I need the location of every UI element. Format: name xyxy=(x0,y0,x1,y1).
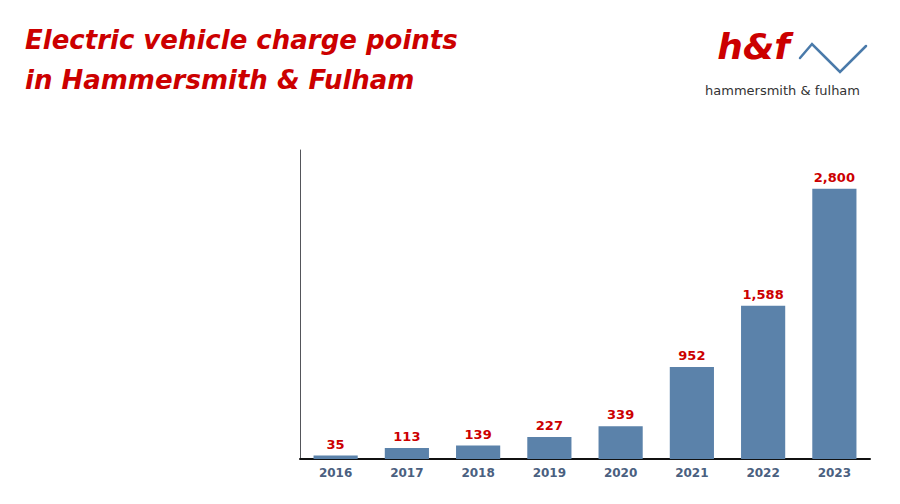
svg-text:35: 35 xyxy=(327,437,345,452)
svg-text:2016: 2016 xyxy=(319,466,352,480)
svg-text:in Hammersmith & Fulham: in Hammersmith & Fulham xyxy=(25,65,414,95)
svg-text:1,588: 1,588 xyxy=(743,287,784,302)
svg-text:227: 227 xyxy=(536,418,563,433)
svg-text:2,800: 2,800 xyxy=(814,170,855,185)
svg-text:h&f: h&f xyxy=(717,26,794,67)
svg-text:2022: 2022 xyxy=(746,466,779,480)
svg-text:2019: 2019 xyxy=(533,466,566,480)
svg-text:2018: 2018 xyxy=(461,466,494,480)
svg-text:2021: 2021 xyxy=(675,466,708,480)
svg-text:2017: 2017 xyxy=(390,466,423,480)
svg-text:139: 139 xyxy=(465,427,492,442)
svg-text:2020: 2020 xyxy=(604,466,637,480)
svg-text:2023: 2023 xyxy=(818,466,851,480)
svg-text:113: 113 xyxy=(393,429,420,444)
svg-text:hammersmith & fulham: hammersmith & fulham xyxy=(705,83,860,98)
svg-text:952: 952 xyxy=(678,348,705,363)
svg-text:Electric vehicle charge points: Electric vehicle charge points xyxy=(25,25,458,55)
svg-text:339: 339 xyxy=(607,407,634,422)
